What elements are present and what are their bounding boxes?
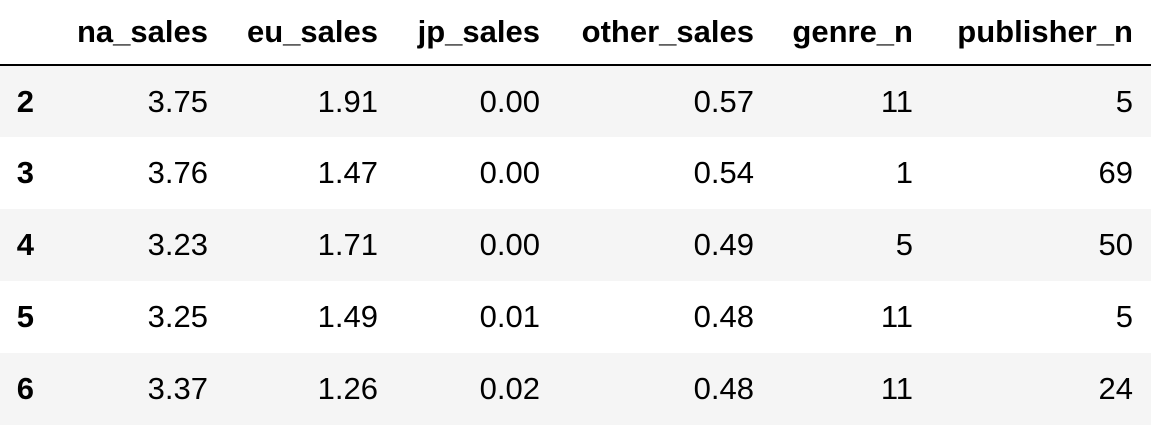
cell-other-sales: 0.48 xyxy=(693,371,754,406)
index-header xyxy=(0,0,52,66)
row-index: 4 xyxy=(16,227,34,262)
header-row: na_sales eu_sales jp_sales other_sales g… xyxy=(0,0,1151,66)
cell-other-sales: 0.57 xyxy=(693,83,754,119)
column-header-genre-n: genre_n xyxy=(772,0,931,66)
cell-eu-sales: 1.91 xyxy=(317,83,378,119)
cell-publisher-n: 24 xyxy=(1098,371,1133,406)
table-row: 6 3.37 1.26 0.02 0.48 11 24 xyxy=(0,353,1151,425)
cell-other-sales: 0.48 xyxy=(693,299,754,334)
cell-jp-sales: 0.00 xyxy=(479,83,540,119)
cell-genre-n: 5 xyxy=(895,227,913,262)
cell-na-sales: 3.23 xyxy=(147,227,208,262)
cell-jp-sales: 0.00 xyxy=(479,155,540,190)
table-row: 4 3.23 1.71 0.00 0.49 5 50 xyxy=(0,209,1151,281)
cell-eu-sales: 1.47 xyxy=(317,155,378,190)
cell-genre-n: 11 xyxy=(880,83,913,119)
table-header: na_sales eu_sales jp_sales other_sales g… xyxy=(0,0,1151,66)
cell-genre-n: 1 xyxy=(895,155,913,190)
cell-other-sales: 0.54 xyxy=(693,155,754,190)
table-row: 2 3.75 1.91 0.00 0.57 11 5 xyxy=(0,65,1151,137)
cell-genre-n: 11 xyxy=(880,299,913,334)
cell-na-sales: 3.37 xyxy=(147,371,208,406)
row-index: 2 xyxy=(16,83,34,119)
column-header-na-sales: na_sales xyxy=(52,0,226,66)
cell-jp-sales: 0.02 xyxy=(479,371,540,406)
cell-other-sales: 0.49 xyxy=(693,227,754,262)
column-header-jp-sales: jp_sales xyxy=(396,0,558,66)
cell-publisher-n: 50 xyxy=(1098,227,1133,262)
cell-na-sales: 3.75 xyxy=(147,83,208,119)
cell-jp-sales: 0.01 xyxy=(479,299,540,334)
table-row: 3 3.76 1.47 0.00 0.54 1 69 xyxy=(0,137,1151,209)
cell-publisher-n: 69 xyxy=(1098,155,1133,190)
cell-eu-sales: 1.49 xyxy=(317,299,378,334)
cell-genre-n: 11 xyxy=(880,371,913,406)
cell-na-sales: 3.25 xyxy=(147,299,208,334)
column-header-eu-sales: eu_sales xyxy=(226,0,396,66)
cell-na-sales: 3.76 xyxy=(147,155,208,190)
row-index: 6 xyxy=(16,371,34,406)
cell-jp-sales: 0.00 xyxy=(479,227,540,262)
table-row: 5 3.25 1.49 0.01 0.48 11 5 xyxy=(0,281,1151,353)
table-body: 2 3.75 1.91 0.00 0.57 11 5 3 3.76 1.47 0… xyxy=(0,65,1151,425)
column-header-other-sales: other_sales xyxy=(558,0,772,66)
column-header-publisher-n: publisher_n xyxy=(931,0,1151,66)
row-index: 3 xyxy=(16,155,34,190)
cell-publisher-n: 5 xyxy=(1115,299,1133,334)
cell-eu-sales: 1.26 xyxy=(317,371,378,406)
cell-publisher-n: 5 xyxy=(1115,83,1133,119)
cell-eu-sales: 1.71 xyxy=(317,227,378,262)
row-index: 5 xyxy=(16,299,34,334)
